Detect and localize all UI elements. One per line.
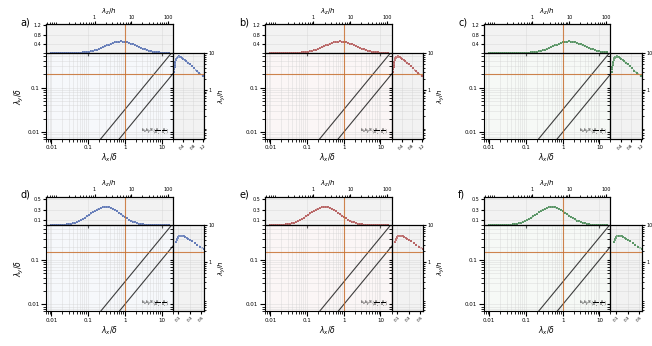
Y-axis label: $\lambda_y/h$: $\lambda_y/h$ [216,261,228,276]
Text: f): f) [458,189,466,199]
X-axis label: $\lambda_z/h$: $\lambda_z/h$ [101,7,117,17]
Text: $k_x k_y S\left\{\frac{u}{U_c}, \frac{u}{U_c}\right\}$: $k_x k_y S\left\{\frac{u}{U_c}, \frac{u}… [141,298,169,308]
Y-axis label: $\lambda_y/h$: $\lambda_y/h$ [435,261,447,276]
Text: c): c) [458,17,467,27]
Text: $k_x k_y S\left\{\frac{u}{U_c}, \frac{u}{U_c}\right\}$: $k_x k_y S\left\{\frac{u}{U_c}, \frac{u}… [141,126,169,136]
Y-axis label: $\lambda_y/h$: $\lambda_y/h$ [435,88,447,104]
Text: b): b) [239,17,249,27]
Text: a): a) [20,17,30,27]
Y-axis label: $\lambda_y/h$: $\lambda_y/h$ [216,88,228,104]
Text: e): e) [239,189,249,199]
X-axis label: $\lambda_z/h$: $\lambda_z/h$ [101,179,117,189]
Y-axis label: $\lambda_y/\delta$: $\lambda_y/\delta$ [12,260,25,277]
X-axis label: $\lambda_x/\delta$: $\lambda_x/\delta$ [100,152,117,164]
X-axis label: $\lambda_z/h$: $\lambda_z/h$ [539,7,555,17]
X-axis label: $\lambda_x/\delta$: $\lambda_x/\delta$ [539,152,556,164]
Text: $k_x k_y S\left\{\frac{u}{U_c}, \frac{u}{U_c}\right\}$: $k_x k_y S\left\{\frac{u}{U_c}, \frac{u}… [360,298,388,308]
Text: $k_x k_y S\left\{\frac{u}{U_c}, \frac{u}{U_c}\right\}$: $k_x k_y S\left\{\frac{u}{U_c}, \frac{u}… [578,126,606,136]
X-axis label: $\lambda_x/\delta$: $\lambda_x/\delta$ [319,152,336,164]
Text: $k_x k_y S\left\{\frac{u}{U_c}, \frac{u}{U_c}\right\}$: $k_x k_y S\left\{\frac{u}{U_c}, \frac{u}… [360,126,388,136]
X-axis label: $\lambda_z/h$: $\lambda_z/h$ [320,7,336,17]
X-axis label: $\lambda_z/h$: $\lambda_z/h$ [320,179,336,189]
X-axis label: $\lambda_z/h$: $\lambda_z/h$ [539,179,555,189]
Text: $k_x k_y S\left\{\frac{u}{U_c}, \frac{u}{U_c}\right\}$: $k_x k_y S\left\{\frac{u}{U_c}, \frac{u}… [578,298,606,308]
X-axis label: $\lambda_x/\delta$: $\lambda_x/\delta$ [319,324,336,337]
Y-axis label: $\lambda_y/\delta$: $\lambda_y/\delta$ [12,88,25,104]
X-axis label: $\lambda_x/\delta$: $\lambda_x/\delta$ [100,324,117,337]
X-axis label: $\lambda_x/\delta$: $\lambda_x/\delta$ [539,324,556,337]
Text: d): d) [20,189,30,199]
